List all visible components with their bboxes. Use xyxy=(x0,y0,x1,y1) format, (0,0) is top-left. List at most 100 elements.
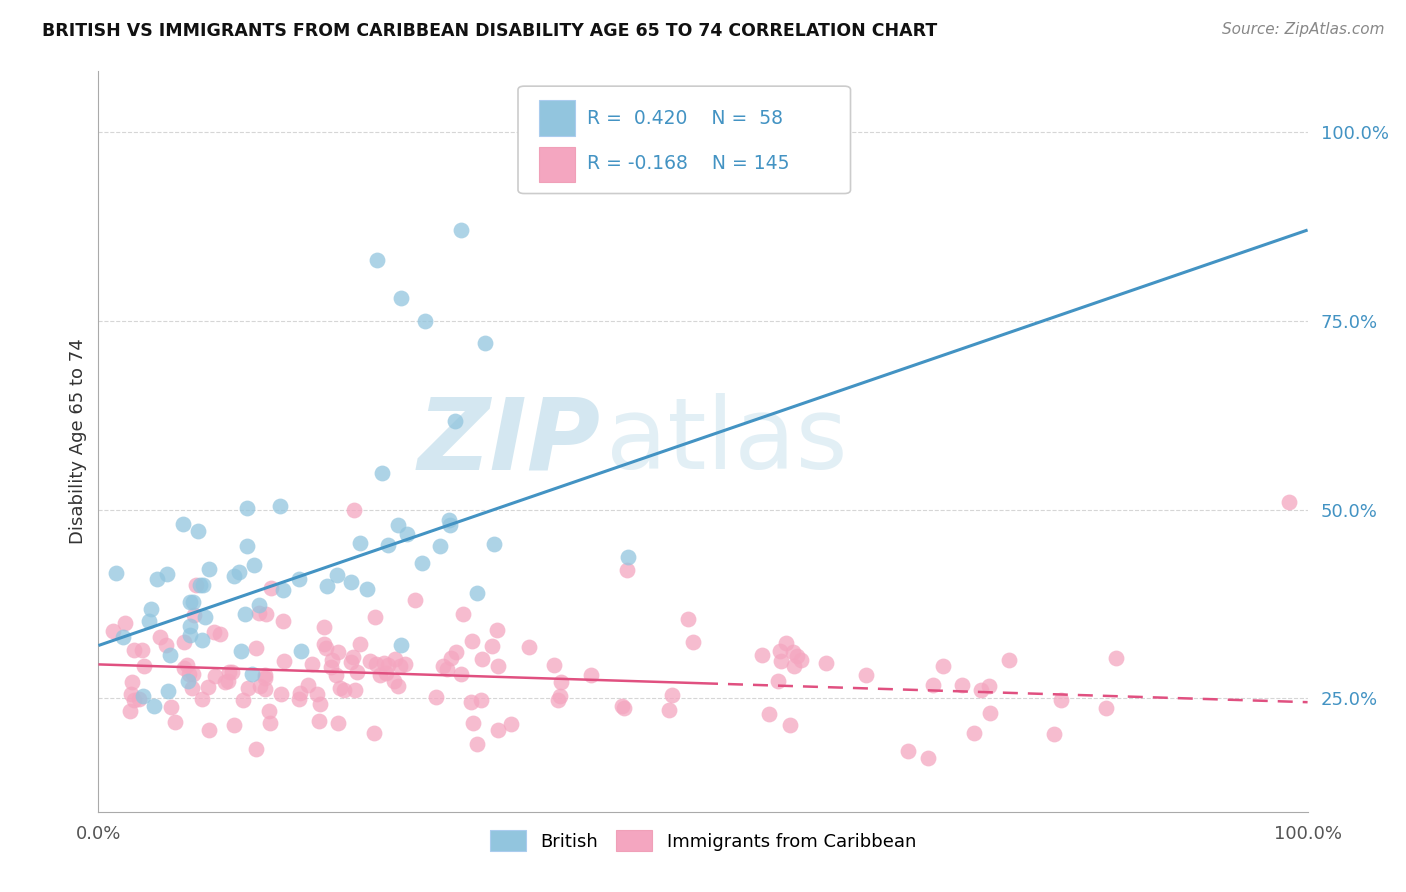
Point xyxy=(783,659,806,673)
Point xyxy=(855,667,877,681)
Point xyxy=(387,679,409,693)
Point xyxy=(460,695,482,709)
Point xyxy=(450,666,472,681)
Point xyxy=(218,665,240,680)
Point xyxy=(432,659,454,673)
Point xyxy=(254,607,277,621)
Point xyxy=(242,667,264,681)
Point xyxy=(917,751,939,765)
Point xyxy=(179,628,201,642)
Point xyxy=(271,614,294,628)
Point xyxy=(124,692,146,706)
Point xyxy=(1042,727,1064,741)
Point xyxy=(921,678,943,692)
Point xyxy=(121,675,143,690)
Point xyxy=(156,684,179,698)
Point xyxy=(758,707,780,722)
Point xyxy=(146,572,169,586)
Text: ZIP: ZIP xyxy=(418,393,600,490)
Point xyxy=(465,738,488,752)
Point xyxy=(197,681,219,695)
Point xyxy=(474,336,496,351)
Point xyxy=(411,556,433,570)
Point xyxy=(259,716,281,731)
Point xyxy=(141,602,163,616)
Point xyxy=(439,517,461,532)
Point xyxy=(394,657,416,672)
Point xyxy=(769,644,792,658)
Point xyxy=(288,691,311,706)
Point xyxy=(661,688,683,702)
Point xyxy=(217,673,239,688)
Point xyxy=(486,723,509,738)
Point xyxy=(328,715,350,730)
Point xyxy=(384,651,406,665)
Point xyxy=(429,539,451,553)
Point xyxy=(138,614,160,628)
Point xyxy=(273,655,295,669)
Point xyxy=(375,666,398,681)
Point xyxy=(460,634,482,648)
Point xyxy=(373,656,395,670)
Point xyxy=(613,701,636,715)
Point xyxy=(979,706,1001,721)
Point xyxy=(224,718,246,732)
Point xyxy=(1105,650,1128,665)
Point xyxy=(779,718,801,732)
Point xyxy=(191,691,214,706)
Point xyxy=(173,635,195,649)
Point xyxy=(187,524,209,539)
Point xyxy=(963,726,986,740)
Point xyxy=(271,583,294,598)
Point xyxy=(786,648,808,663)
Point xyxy=(249,598,271,612)
Point xyxy=(377,537,399,551)
Point xyxy=(197,562,219,576)
Point xyxy=(370,668,392,682)
Point xyxy=(301,657,323,672)
Text: BRITISH VS IMMIGRANTS FROM CARIBBEAN DISABILITY AGE 65 TO 74 CORRELATION CHART: BRITISH VS IMMIGRANTS FROM CARIBBEAN DIS… xyxy=(42,22,938,40)
Point xyxy=(377,657,399,672)
Point xyxy=(269,500,291,514)
Point xyxy=(436,662,458,676)
Point xyxy=(235,500,257,515)
Point xyxy=(101,624,124,638)
Point xyxy=(149,630,172,644)
Point xyxy=(257,704,280,718)
Point xyxy=(450,223,472,237)
Point xyxy=(238,681,260,696)
Point xyxy=(131,643,153,657)
Point xyxy=(204,668,226,682)
Point xyxy=(181,595,204,609)
Point xyxy=(1049,693,1071,707)
Point xyxy=(321,660,343,674)
Point xyxy=(118,705,141,719)
Point xyxy=(134,659,156,673)
Point xyxy=(519,640,541,655)
Point xyxy=(329,681,352,696)
Point xyxy=(499,717,522,731)
Point xyxy=(229,644,252,658)
Point xyxy=(343,683,366,698)
Point xyxy=(366,253,388,268)
Point xyxy=(751,648,773,662)
Point xyxy=(325,667,347,681)
Point xyxy=(342,650,364,665)
Point xyxy=(124,643,146,657)
Point xyxy=(288,685,311,699)
Point xyxy=(395,527,418,541)
Point xyxy=(682,635,704,649)
Point xyxy=(176,658,198,673)
Text: #b8d8e8: #b8d8e8 xyxy=(703,441,710,442)
Point xyxy=(470,692,492,706)
Point xyxy=(371,466,394,480)
Point xyxy=(579,667,602,681)
Point xyxy=(315,579,337,593)
Point xyxy=(342,502,364,516)
Point xyxy=(481,639,503,653)
Point xyxy=(1278,495,1301,509)
Point xyxy=(245,641,267,656)
Point xyxy=(770,654,793,668)
Point xyxy=(465,586,488,600)
Point xyxy=(270,687,292,701)
